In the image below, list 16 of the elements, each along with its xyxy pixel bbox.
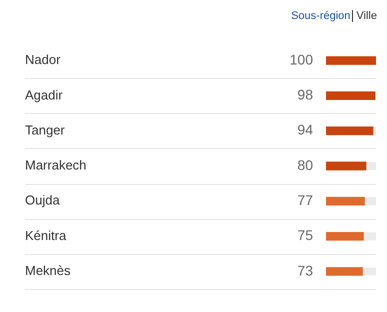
text: Ville [352, 10, 377, 22]
data-label: 73 [297, 262, 314, 278]
data-label: 77 [297, 192, 314, 208]
data-label: 80 [297, 156, 314, 173]
data-label: 100 [290, 51, 314, 68]
text: Sous-région [291, 10, 350, 22]
y-tick-label: Meknès [25, 263, 72, 278]
y-tick-label: Marrakech [25, 158, 86, 173]
y-tick-label: Tanger [25, 122, 66, 138]
y-tick-label: Kénitra [25, 228, 67, 243]
data-label: 98 [297, 86, 314, 103]
y-tick-label: Nador [25, 52, 62, 68]
data-label: 94 [297, 122, 314, 138]
data-label: 75 [297, 227, 314, 244]
y-tick-label: Agadir [25, 87, 64, 102]
y-tick-label: Oujda [25, 192, 60, 208]
